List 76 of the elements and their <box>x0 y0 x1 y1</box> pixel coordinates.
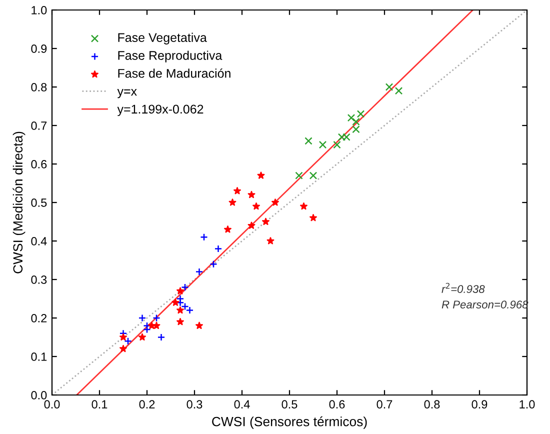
point <box>304 137 312 145</box>
x-tick-label: 0.1 <box>92 400 108 409</box>
x-tick-label: 0.5 <box>282 400 298 409</box>
x-axis-title: CWSI (Sensores térmicos) <box>212 416 367 429</box>
legend-label: y=1.199x-0.062 <box>117 104 204 116</box>
point <box>138 333 146 341</box>
point <box>196 322 203 329</box>
point <box>148 322 156 329</box>
point <box>152 314 160 322</box>
point <box>394 86 403 95</box>
y-tick-label: 0.6 <box>31 160 47 168</box>
point <box>309 172 318 180</box>
point <box>152 322 160 329</box>
point <box>272 198 279 206</box>
x-tick-label: 0.7 <box>376 400 392 409</box>
point <box>124 337 132 345</box>
point <box>248 222 256 229</box>
legend-label: Fase Vegetativa <box>118 32 207 44</box>
point <box>186 306 194 314</box>
x-tick-label: 0.8 <box>424 400 440 409</box>
y-tick-label: 0.5 <box>31 198 47 207</box>
annotation: r$^{2}$=0.938 <box>442 282 485 293</box>
point <box>138 314 146 322</box>
point <box>266 237 274 244</box>
point <box>143 326 151 334</box>
point <box>295 172 303 180</box>
point <box>120 333 127 341</box>
legend-label: Fase Reproductiva <box>118 50 222 62</box>
point <box>333 140 341 149</box>
x-tick-label: 1.0 <box>520 400 535 409</box>
y-tick-label: 0.1 <box>31 352 47 361</box>
y-tick-label: 0.0 <box>31 391 47 400</box>
legend-label: y=x <box>117 88 137 98</box>
point <box>318 140 327 149</box>
x-tick-label: 0.2 <box>139 400 155 409</box>
y-axis-title: CWSI (Medición directa) <box>12 132 26 274</box>
x-tick-label: 0.0 <box>44 400 60 409</box>
y-tick-label: 0.8 <box>31 83 47 92</box>
point <box>385 83 394 91</box>
x-tick-label: 0.4 <box>234 400 250 409</box>
point <box>172 298 180 306</box>
y-tick-label: 1.0 <box>32 6 47 14</box>
y-tick-label: 0.4 <box>31 237 47 246</box>
legend-label: Fase de Maduración <box>118 68 230 78</box>
point <box>356 110 365 118</box>
point <box>228 198 236 206</box>
y-tick-label: 0.3 <box>31 276 47 284</box>
y-tick-label: 0.7 <box>31 122 47 130</box>
point <box>352 125 360 134</box>
point <box>200 233 208 242</box>
point <box>120 344 127 352</box>
x-tick-label: 0.6 <box>329 400 345 409</box>
point <box>252 202 260 210</box>
point <box>181 283 189 292</box>
point <box>347 114 356 122</box>
point <box>300 202 308 210</box>
point <box>176 294 184 303</box>
point <box>176 306 184 314</box>
y-tick-label: 0.2 <box>31 314 47 322</box>
y-tick-label: 0.9 <box>31 44 47 53</box>
point <box>224 226 232 233</box>
point <box>262 218 270 226</box>
point <box>176 287 184 294</box>
point <box>310 214 317 222</box>
point <box>195 268 204 276</box>
x-tick-label: 0.3 <box>186 400 202 409</box>
point <box>214 244 222 253</box>
point <box>157 333 166 342</box>
point <box>248 190 256 198</box>
point <box>234 187 241 194</box>
x-tick-label: 0.9 <box>472 400 488 409</box>
point <box>181 302 189 310</box>
point <box>176 318 184 326</box>
point <box>352 118 360 126</box>
point <box>257 172 265 179</box>
point <box>210 260 218 268</box>
